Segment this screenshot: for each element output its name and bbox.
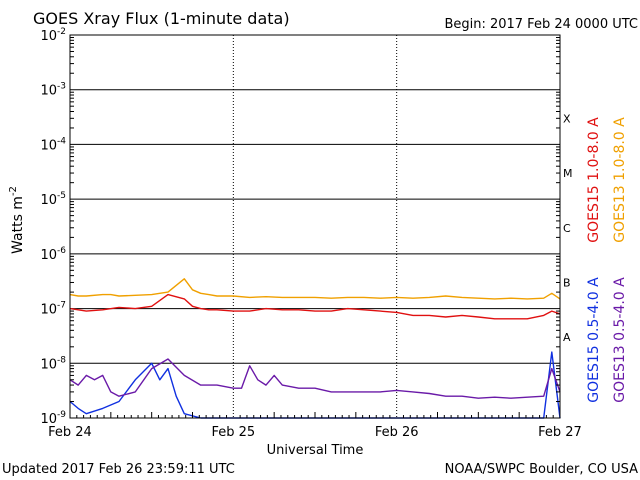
legend-entry: GOES13 0.5-4.0 A <box>612 277 628 403</box>
y-tick-label: 10-5 <box>40 191 66 208</box>
flare-class-a: A <box>563 331 571 344</box>
legend: GOES15 1.0-8.0 A GOES13 1.0-8.0 A GOES15 0… <box>586 117 628 403</box>
legend-entry: GOES15 1.0-8.0 A <box>586 117 602 243</box>
y-tick-label: 10-7 <box>40 301 66 318</box>
chart-title: GOES Xray Flux (1-minute data) <box>33 9 290 28</box>
y-tick-label: 10-3 <box>40 82 66 99</box>
y-tick-label: 10-9 <box>40 410 66 427</box>
y-tick-label: 10-2 <box>40 27 66 44</box>
flare-class-m: M <box>563 167 573 180</box>
series-line-3 <box>69 351 561 419</box>
flare-class-b: B <box>563 276 571 289</box>
series-line-4 <box>69 358 561 399</box>
x-tick-label: Feb 27 <box>538 425 582 440</box>
x-tick-label: Feb 26 <box>375 425 419 440</box>
series-lines <box>69 278 561 419</box>
x-tick-label: Feb 24 <box>48 425 92 440</box>
source-text: NOAA/SWPC Boulder, CO USA <box>445 462 638 477</box>
flare-class-labels: X M C B A <box>563 112 573 344</box>
begin-label: Begin: 2017 Feb 24 0000 UTC <box>444 17 638 32</box>
x-tick-label: Feb 25 <box>211 425 255 440</box>
updated-text: Updated 2017 Feb 26 23:59:11 UTC <box>2 462 235 477</box>
y-tick-label: 10-8 <box>40 355 66 372</box>
flare-class-x: X <box>563 112 571 125</box>
y-tick-label: 10-6 <box>40 246 66 263</box>
y-tick-label: 10-4 <box>40 136 66 153</box>
flare-class-c: C <box>563 222 571 235</box>
grid <box>70 34 560 419</box>
y-axis-label: Watts m-2 <box>8 186 26 254</box>
series-line-2 <box>69 278 561 300</box>
series-line-1 <box>69 293 561 320</box>
plot-frame <box>69 34 561 419</box>
legend-entry: GOES13 1.0-8.0 A <box>612 117 628 243</box>
legend-entry: GOES15 0.5-4.0 A <box>586 277 602 403</box>
x-axis-label: Universal Time <box>267 443 364 458</box>
